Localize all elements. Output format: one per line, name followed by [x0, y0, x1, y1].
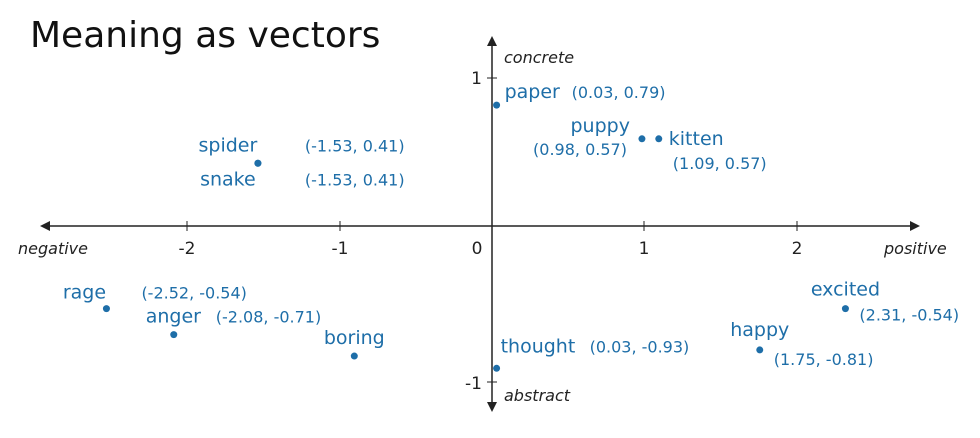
data-point-happy — [756, 346, 764, 354]
point-coord-label: (1.09, 0.57) — [673, 154, 767, 173]
y-negative-label: abstract — [504, 386, 571, 405]
x-tick-label: -2 — [179, 239, 196, 259]
chart-title: Meaning as vectors — [30, 15, 380, 56]
y-ticks: 1 -1 — [465, 69, 497, 394]
point-coord-label: (0.03, -0.93) — [590, 337, 690, 356]
data-point-paper — [493, 101, 501, 109]
data-points: paper (0.03, 0.79) puppy (0.98, 0.57) kitten… — [63, 81, 959, 372]
point-coord-label: (2.31, -0.54) — [859, 306, 959, 325]
data-point-anger — [170, 331, 178, 339]
data-point-boring — [350, 352, 358, 360]
point-coord-label: (1.75, -0.81) — [774, 350, 874, 369]
x-axis-right-arrow — [910, 221, 920, 231]
point-coord-label: (-1.53, 0.41) — [305, 170, 405, 189]
point-word-label: snake — [200, 168, 256, 190]
y-tick-label: -1 — [465, 374, 482, 394]
point-coord-label: (0.03, 0.79) — [572, 83, 666, 102]
data-point-thought — [493, 364, 501, 372]
data-point-snake — [254, 159, 262, 167]
y-axis-up-arrow — [487, 36, 497, 46]
data-point-puppy — [638, 135, 646, 143]
point-word-label: boring — [324, 327, 385, 349]
data-point-kitten — [655, 135, 663, 143]
point-word-label: anger — [146, 306, 201, 328]
point-word-label: kitten — [669, 128, 724, 150]
x-tick-label: 1 — [639, 239, 650, 259]
x-tick-label: 0 — [472, 239, 483, 259]
x-tick-label: -1 — [332, 239, 349, 259]
point-word-label: spider — [199, 134, 258, 156]
x-positive-label: positive — [883, 239, 947, 258]
data-point-excited — [841, 305, 849, 313]
x-axis-left-arrow — [40, 221, 50, 231]
x-ticks: -2 -1 0 1 2 — [179, 221, 803, 259]
point-word-label: rage — [63, 282, 106, 304]
y-positive-label: concrete — [504, 48, 574, 67]
point-word-label: paper — [505, 81, 560, 103]
point-coord-label: (-2.08, -0.71) — [216, 308, 321, 327]
x-negative-label: negative — [18, 239, 88, 258]
point-coord-label: (-1.53, 0.41) — [305, 136, 405, 155]
data-point-rage — [102, 305, 110, 313]
point-word-label: thought — [501, 335, 576, 357]
point-word-label: puppy — [570, 115, 629, 137]
point-coord-label: (-2.52, -0.54) — [141, 284, 246, 303]
point-word-label: excited — [811, 279, 880, 301]
point-word-label: happy — [730, 319, 789, 341]
y-axis-down-arrow — [487, 402, 497, 412]
point-coord-label: (0.98, 0.57) — [533, 140, 627, 159]
y-tick-label: 1 — [471, 69, 482, 89]
x-tick-label: 2 — [792, 239, 803, 259]
